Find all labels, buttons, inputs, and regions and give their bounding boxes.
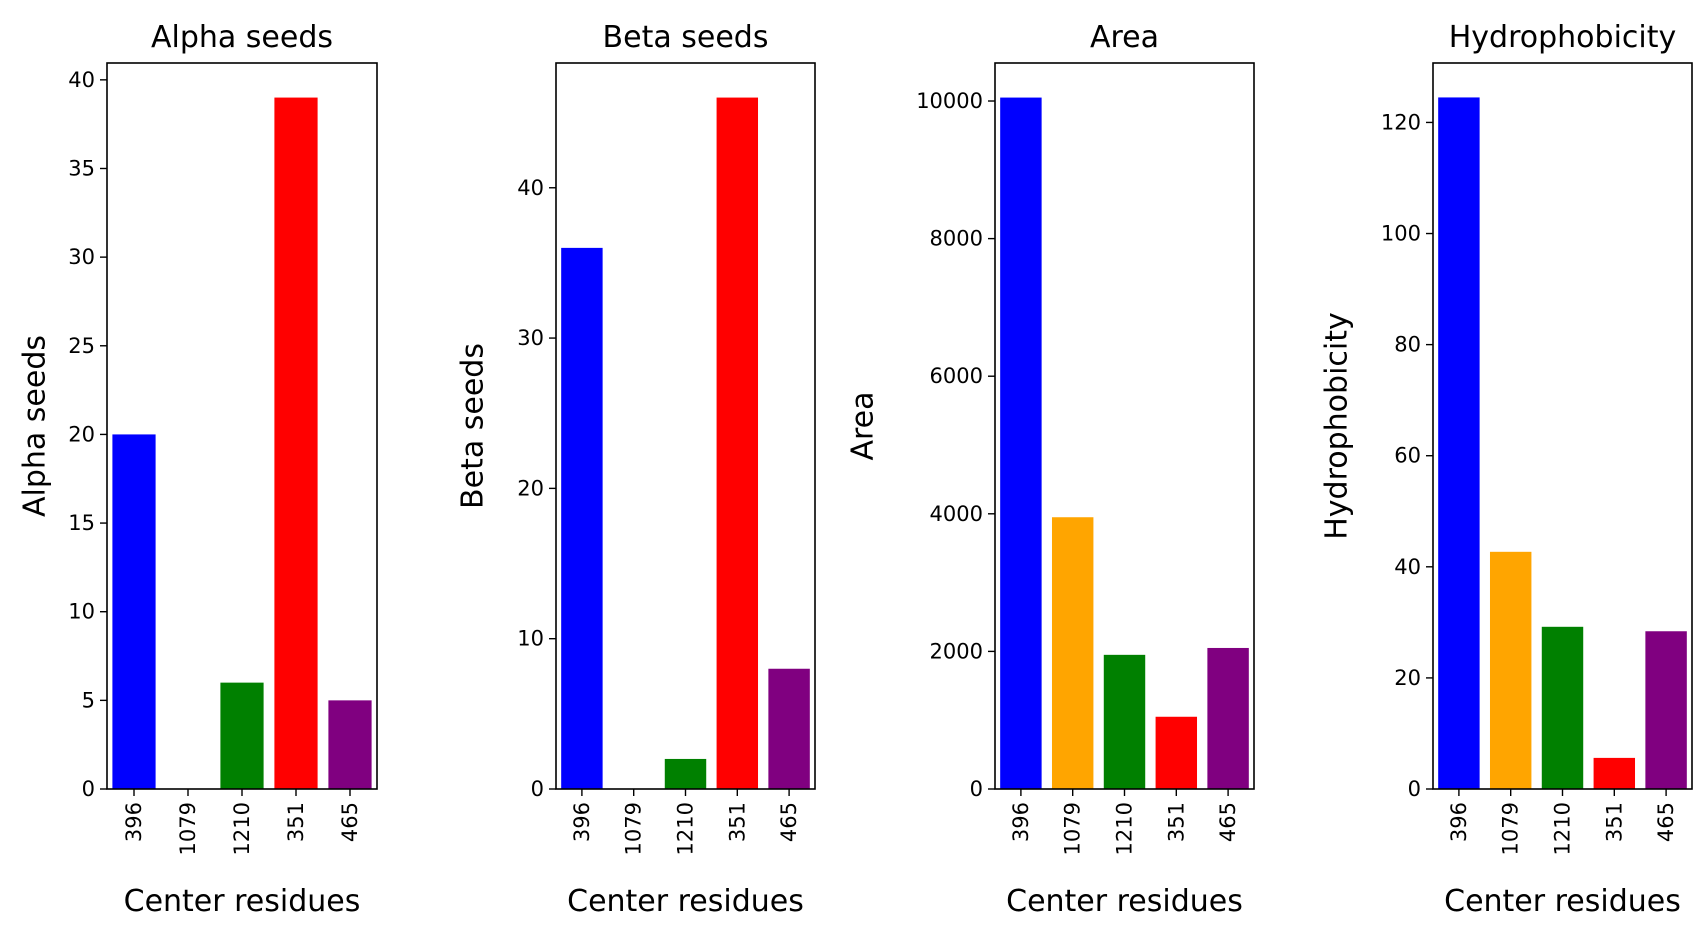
y-tick-label: 0 bbox=[531, 777, 544, 801]
bar-351 bbox=[716, 97, 759, 789]
x-tick-label: 396 bbox=[122, 802, 146, 842]
bar-396 bbox=[1438, 97, 1480, 789]
y-tick-label: 80 bbox=[1394, 333, 1421, 357]
bar-465 bbox=[768, 668, 810, 789]
bar-396 bbox=[112, 434, 156, 789]
x-tick-label: 1210 bbox=[674, 802, 698, 855]
bar-1079 bbox=[1489, 551, 1532, 789]
y-tick-label: 8000 bbox=[930, 227, 983, 251]
y-axis-title: Area bbox=[846, 391, 881, 460]
x-tick-label: 1079 bbox=[1499, 802, 1523, 855]
x-tick-label: 351 bbox=[1602, 802, 1626, 842]
x-tick-label: 1210 bbox=[230, 802, 254, 855]
subplot-hydrophobicity: 0 20 40 60 80 100 120 396 1079 1210 351 465 Hydropho… bbox=[1320, 20, 1693, 919]
x-tick-label: 1079 bbox=[176, 802, 200, 855]
y-tick-label: 40 bbox=[517, 176, 544, 200]
bar-396 bbox=[1000, 97, 1042, 789]
bar-465 bbox=[1645, 631, 1687, 789]
y-tick-label: 40 bbox=[68, 68, 95, 92]
y-tick-label: 20 bbox=[1394, 666, 1421, 690]
chart-title: Beta seeds bbox=[603, 20, 769, 55]
x-tick-label: 465 bbox=[1654, 802, 1678, 842]
bar-351 bbox=[274, 97, 318, 789]
y-tick-label: 25 bbox=[68, 334, 95, 358]
y-tick-label: 60 bbox=[1394, 444, 1421, 468]
y-tick-label: 30 bbox=[517, 326, 544, 350]
y-tick-label: 20 bbox=[68, 422, 95, 446]
y-tick-label: 5 bbox=[82, 688, 95, 712]
x-axis-title: Center residues bbox=[1444, 884, 1681, 919]
x-axis-title: Center residues bbox=[1006, 884, 1243, 919]
x-tick-label: 1079 bbox=[622, 802, 646, 855]
subplot-beta-seeds: 0 10 20 30 40 396 1079 1210 351 465 Beta seeds Cent… bbox=[456, 20, 816, 919]
x-tick-label: 1210 bbox=[1113, 802, 1137, 855]
x-tick-label: 465 bbox=[338, 802, 362, 842]
x-tick-label: 351 bbox=[284, 802, 308, 842]
y-tick-label: 4000 bbox=[930, 502, 983, 526]
y-axis-title: Beta seeds bbox=[456, 343, 491, 509]
y-tick-label: 0 bbox=[970, 777, 983, 801]
x-tick-label: 1210 bbox=[1551, 802, 1575, 855]
chart-title: Hydrophobicity bbox=[1449, 20, 1677, 55]
x-axis-title: Center residues bbox=[567, 884, 804, 919]
bar-351 bbox=[1155, 716, 1198, 789]
x-tick-label: 351 bbox=[1164, 802, 1188, 842]
x-axis-title: Center residues bbox=[124, 884, 361, 919]
chart-title: Area bbox=[1090, 20, 1159, 55]
y-tick-label: 10 bbox=[68, 600, 95, 624]
y-tick-label: 2000 bbox=[930, 639, 983, 663]
bar-465 bbox=[1207, 647, 1249, 789]
x-tick-label: 351 bbox=[725, 802, 749, 842]
y-tick-label: 35 bbox=[68, 156, 95, 180]
bar-465 bbox=[328, 700, 372, 789]
x-tick-label: 465 bbox=[777, 802, 801, 842]
y-tick-label: 0 bbox=[82, 777, 95, 801]
y-tick-label: 120 bbox=[1381, 110, 1421, 134]
subplot-alpha-seeds: 0 5 10 15 20 25 30 35 40 396 1079 1210 351 465 Alpha s… bbox=[18, 20, 378, 919]
y-tick-label: 40 bbox=[1394, 555, 1421, 579]
bar-1210 bbox=[1541, 626, 1584, 789]
bar-351 bbox=[1593, 757, 1636, 789]
subplot-area: 0 2000 4000 6000 8000 10000 396 1079 1210 351 465 A… bbox=[846, 20, 1255, 919]
y-tick-label: 20 bbox=[517, 476, 544, 500]
bar-1079 bbox=[1051, 517, 1094, 789]
y-tick-label: 30 bbox=[68, 245, 95, 269]
x-tick-label: 1079 bbox=[1061, 802, 1085, 855]
bar-396 bbox=[561, 247, 603, 789]
x-tick-label: 396 bbox=[1447, 802, 1471, 842]
y-tick-label: 6000 bbox=[930, 364, 983, 388]
y-tick-label: 0 bbox=[1408, 777, 1421, 801]
x-tick-label: 396 bbox=[1009, 802, 1033, 842]
y-axis-title: Hydrophobicity bbox=[1320, 312, 1355, 540]
y-tick-label: 10000 bbox=[916, 89, 983, 113]
y-axis-title: Alpha seeds bbox=[18, 335, 53, 517]
bar-1210 bbox=[664, 758, 707, 789]
y-tick-label: 15 bbox=[68, 511, 95, 535]
bar-1210 bbox=[220, 682, 264, 789]
chart-title: Alpha seeds bbox=[151, 20, 333, 55]
y-tick-label: 100 bbox=[1381, 222, 1421, 246]
x-tick-label: 396 bbox=[570, 802, 594, 842]
x-tick-label: 465 bbox=[1216, 802, 1240, 842]
y-tick-label: 10 bbox=[517, 627, 544, 651]
bar-1210 bbox=[1103, 654, 1146, 789]
